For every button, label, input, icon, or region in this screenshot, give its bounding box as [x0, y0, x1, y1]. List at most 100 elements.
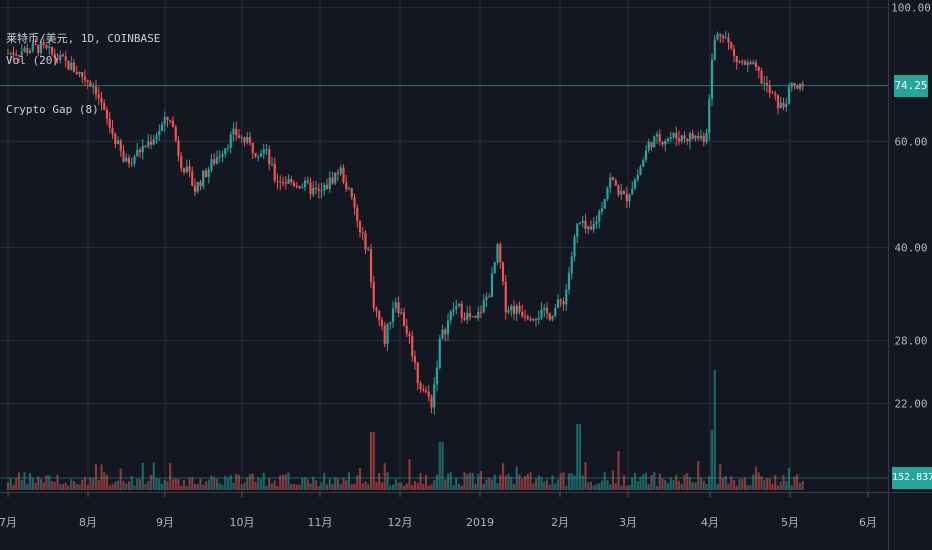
volume-bar	[182, 479, 186, 490]
candle-body	[358, 221, 362, 233]
volume-bar	[721, 477, 725, 490]
volume-bar	[254, 481, 257, 490]
candle-body	[394, 302, 397, 309]
volume-bar	[749, 485, 752, 490]
volume-bar	[28, 473, 32, 490]
volume-bar	[570, 473, 573, 490]
volume-bar	[226, 478, 230, 490]
candle-body	[573, 236, 576, 257]
candle-body	[677, 138, 681, 142]
candle-body	[419, 383, 422, 389]
candle-body	[655, 134, 659, 137]
candle-body	[367, 249, 370, 251]
candle-body	[763, 82, 766, 84]
candle-body	[738, 61, 741, 63]
candle-body	[210, 159, 213, 170]
volume-bar	[746, 485, 749, 490]
candle-body	[42, 41, 45, 46]
candle-body	[86, 80, 89, 83]
y-tick-label: 60.00	[894, 135, 927, 148]
candle-body	[785, 103, 788, 108]
volume-bar	[562, 472, 565, 490]
volume-bar	[166, 481, 169, 490]
legend-volume[interactable]: Vol (20)	[6, 54, 59, 67]
volume-bar	[691, 482, 694, 490]
candle-body	[61, 54, 65, 57]
volume-bar	[199, 478, 202, 490]
volume-bar	[361, 483, 364, 490]
candle-body	[686, 138, 689, 142]
candle-body	[257, 156, 260, 158]
volume-bar	[34, 482, 37, 490]
volume-bar	[6, 482, 10, 490]
x-tick-label: 2月	[551, 516, 569, 529]
candle-body	[193, 185, 197, 192]
candle-body	[741, 61, 744, 63]
candle-body	[702, 135, 705, 143]
candle-body	[449, 311, 452, 321]
candle-body	[127, 157, 131, 164]
candle-body	[639, 166, 642, 175]
candle-body	[732, 48, 736, 56]
volume-bar	[463, 472, 466, 490]
candle-body	[490, 273, 494, 297]
candle-body	[149, 141, 153, 145]
volume-bar	[138, 479, 142, 490]
volume-bar	[683, 474, 686, 490]
volume-bar	[144, 484, 147, 490]
volume-bar	[493, 474, 496, 490]
legend-indicator[interactable]: Crypto Gap (8)	[6, 103, 99, 116]
volume-bar	[358, 468, 362, 490]
volume-bar	[397, 482, 400, 490]
volume-bar	[474, 483, 477, 490]
volume-bar	[202, 484, 205, 490]
volume-bar	[169, 463, 172, 490]
volume-bar	[303, 477, 307, 490]
candle-body	[600, 208, 604, 212]
volume-bar	[633, 472, 637, 490]
candle-body	[746, 62, 749, 65]
volume-bar	[532, 483, 535, 490]
candle-body	[331, 177, 334, 184]
volume-bar	[116, 480, 120, 490]
candle-body	[614, 179, 617, 186]
candle-body	[402, 312, 406, 326]
volume-bar	[119, 468, 122, 490]
x-tick-label: 2019	[466, 516, 494, 529]
candle-body	[380, 320, 384, 326]
volume-bar	[427, 485, 430, 490]
candle-body	[749, 62, 752, 65]
volume-bar	[713, 370, 716, 490]
candle-body	[466, 313, 469, 320]
volume-bar	[367, 484, 370, 490]
candle-body	[710, 59, 714, 99]
legend-symbol[interactable]: 莱特币/美元, 1D, COINBASE	[6, 32, 161, 45]
volume-bar	[699, 477, 703, 490]
candle-body	[787, 86, 791, 104]
volume-bar	[537, 475, 540, 490]
volume-bar	[688, 476, 692, 490]
candle-body	[708, 98, 711, 133]
candle-body	[119, 140, 122, 152]
candle-body	[108, 118, 111, 128]
volume-bar	[122, 481, 125, 490]
volume-bar	[75, 483, 78, 490]
candle-body	[658, 134, 661, 142]
volume-bar	[578, 424, 582, 490]
candle-body	[589, 226, 593, 230]
candle-body	[554, 308, 557, 317]
volume-bar	[477, 473, 480, 490]
candle-body	[26, 47, 29, 54]
candle-body	[268, 149, 271, 165]
volume-bar	[628, 485, 631, 490]
candle-body	[169, 120, 172, 122]
volume-bar	[614, 483, 617, 490]
candle-body	[270, 163, 274, 165]
candle-body	[801, 83, 804, 87]
candle-body	[485, 296, 488, 300]
candle-body	[97, 94, 100, 98]
volume-bar	[248, 474, 252, 490]
volume-bar	[229, 475, 232, 490]
